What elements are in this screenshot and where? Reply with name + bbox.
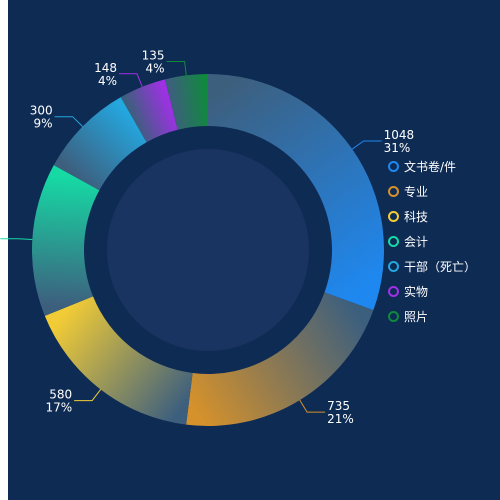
- legend-marker-icon: [388, 186, 399, 197]
- legend-item-3[interactable]: 会计: [388, 229, 476, 254]
- leader-line-4: [54, 116, 83, 127]
- legend-item-4[interactable]: 干部（死亡）: [388, 254, 476, 279]
- value-label-2: 580: [49, 388, 72, 402]
- slice-3[interactable]: [32, 165, 100, 316]
- legend-item-5[interactable]: 实物: [388, 279, 476, 304]
- slice-6[interactable]: [164, 74, 208, 130]
- percent-label-1: 21%: [327, 412, 354, 426]
- legend: 文书卷/件专业科技会计干部（死亡） 实物照片: [388, 154, 476, 329]
- leader-line-2: [74, 389, 102, 402]
- leader-line-6: [166, 60, 187, 76]
- value-label-5: 148: [94, 61, 117, 75]
- percent-label-2: 17%: [45, 401, 72, 415]
- legend-label: 实物: [404, 285, 429, 299]
- legend-label: 会计: [404, 235, 429, 249]
- legend-marker-icon: [388, 161, 399, 172]
- legend-label: 干部（死亡）: [404, 260, 477, 274]
- percent-label-5: 4%: [98, 74, 117, 88]
- legend-marker-icon: [388, 311, 399, 322]
- percent-label-4: 9%: [34, 117, 53, 131]
- value-label-1: 735: [327, 399, 350, 413]
- legend-item-1[interactable]: 专业: [388, 179, 476, 204]
- legend-item-2[interactable]: 科技: [388, 204, 476, 229]
- percent-label-0: 31%: [384, 141, 411, 155]
- legend-label: 专业: [404, 185, 429, 199]
- legend-label: 文书卷/件: [404, 160, 457, 174]
- slice-2[interactable]: [44, 296, 193, 425]
- slice-5[interactable]: [120, 79, 178, 143]
- value-label-0: 1048: [384, 128, 415, 142]
- leader-line-0: [351, 140, 382, 150]
- leader-line-1: [299, 399, 326, 413]
- legend-label: 科技: [404, 210, 429, 224]
- legend-item-6[interactable]: 照片: [388, 304, 476, 329]
- leader-line-5: [119, 73, 143, 87]
- value-label-6: 135: [142, 48, 165, 62]
- slice-1[interactable]: [186, 292, 374, 427]
- leader-line-3: [0, 238, 33, 241]
- inner-disc: [107, 149, 309, 351]
- legend-marker-icon: [388, 261, 399, 272]
- legend-label: 照片: [404, 310, 429, 324]
- legend-marker-icon: [388, 211, 399, 222]
- percent-label-6: 4%: [146, 61, 165, 75]
- legend-item-0[interactable]: 文书卷/件: [388, 154, 476, 179]
- value-label-4: 300: [30, 104, 53, 118]
- slice-4[interactable]: [53, 97, 147, 191]
- legend-marker-icon: [388, 286, 399, 297]
- legend-marker-icon: [388, 236, 399, 247]
- slice-0[interactable]: [208, 74, 384, 311]
